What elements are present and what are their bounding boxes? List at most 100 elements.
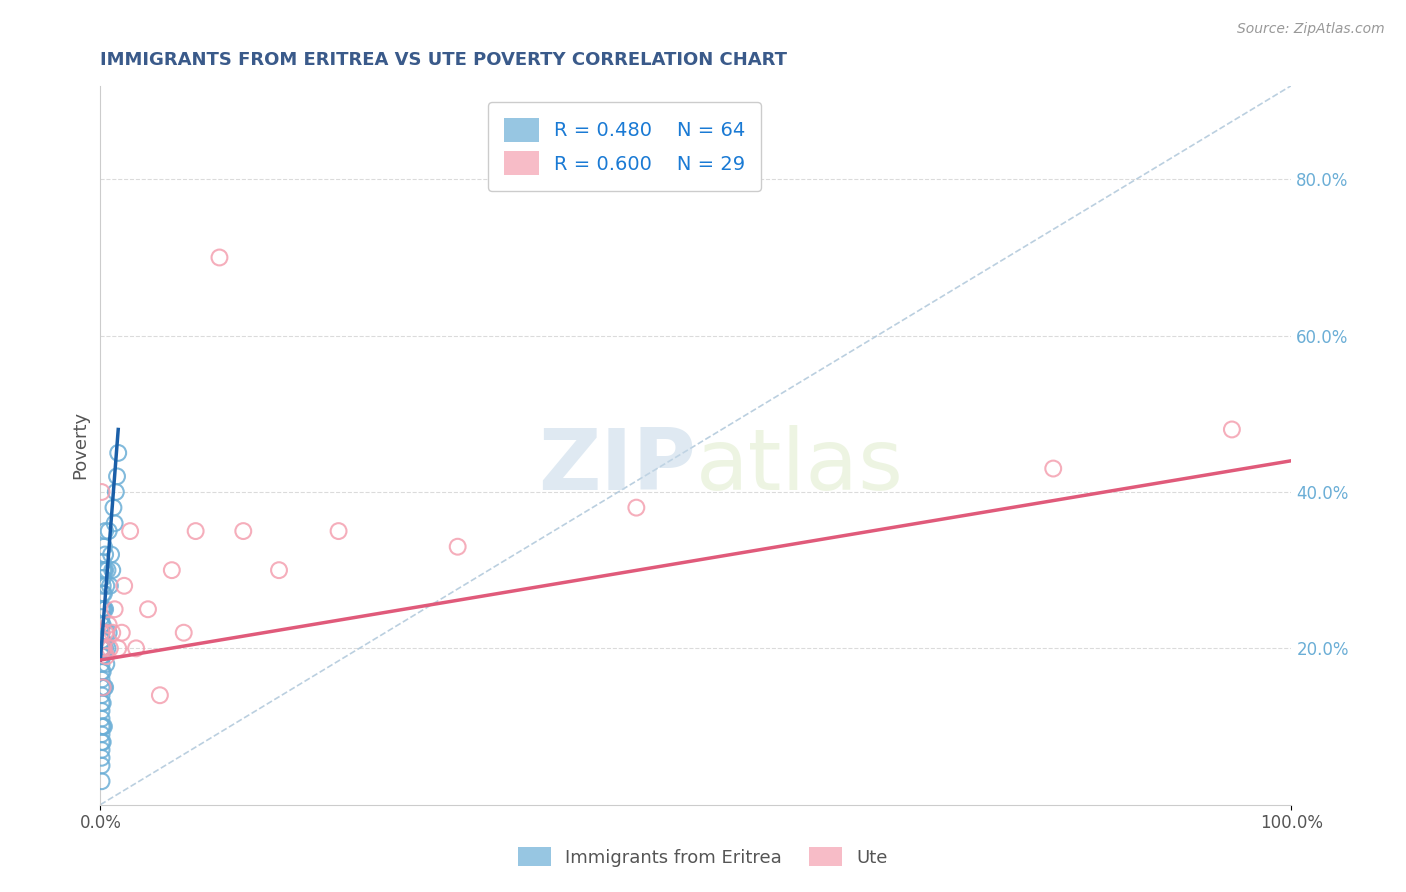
Point [104, 602, 127, 616]
Point [90, 633, 112, 648]
Point [97, 524, 120, 538]
Point [1220, 422, 1243, 436]
Point [96, 563, 118, 577]
Point [90, 625, 112, 640]
Point [90, 649, 112, 664]
Point [328, 524, 350, 538]
Point [96, 579, 118, 593]
Point [101, 625, 124, 640]
Point [160, 563, 183, 577]
Point [93, 719, 115, 733]
Point [90, 665, 112, 679]
Point [91, 602, 114, 616]
Point [90, 681, 112, 695]
Point [98, 641, 121, 656]
Point [90, 485, 112, 500]
Point [91, 696, 114, 710]
Point [93, 681, 115, 695]
Point [90, 743, 112, 757]
Point [90, 688, 112, 702]
Point [149, 688, 172, 702]
Point [90, 641, 112, 656]
Point [91, 563, 114, 577]
Point [90, 719, 112, 733]
Point [93, 602, 115, 616]
Point [90, 696, 112, 710]
Point [208, 251, 231, 265]
Point [91, 555, 114, 569]
Point [96, 641, 118, 656]
Point [232, 524, 254, 538]
Point [93, 641, 115, 656]
Point [94, 602, 117, 616]
Point [98, 579, 121, 593]
Point [120, 524, 142, 538]
Point [94, 641, 117, 656]
Point [107, 446, 129, 460]
Point [97, 625, 120, 640]
Point [447, 540, 470, 554]
Text: Source: ZipAtlas.com: Source: ZipAtlas.com [1237, 22, 1385, 37]
Point [90, 704, 112, 718]
Legend: Immigrants from Eritrea, Ute: Immigrants from Eritrea, Ute [512, 840, 894, 874]
Legend: R = 0.480    N = 64, R = 0.600    N = 29: R = 0.480 N = 64, R = 0.600 N = 29 [488, 103, 761, 191]
Point [90, 602, 112, 616]
Point [91, 571, 114, 585]
Point [93, 641, 115, 656]
Point [90, 641, 112, 656]
Point [91, 719, 114, 733]
Point [91, 618, 114, 632]
Point [96, 657, 118, 671]
Point [90, 618, 112, 632]
Point [125, 641, 148, 656]
Point [94, 681, 117, 695]
Point [91, 586, 114, 600]
Point [90, 610, 112, 624]
Point [90, 774, 112, 789]
Point [96, 649, 118, 664]
Point [91, 633, 114, 648]
Point [105, 469, 128, 483]
Text: atlas: atlas [696, 425, 904, 508]
Y-axis label: Poverty: Poverty [72, 411, 89, 479]
Point [173, 625, 195, 640]
Text: ZIP: ZIP [538, 425, 696, 508]
Point [96, 625, 118, 640]
Point [94, 563, 117, 577]
Point [91, 681, 114, 695]
Point [90, 751, 112, 765]
Point [103, 500, 125, 515]
Point [91, 681, 114, 695]
Point [112, 579, 135, 593]
Point [90, 712, 112, 726]
Point [90, 673, 112, 687]
Point [626, 500, 648, 515]
Point [107, 641, 129, 656]
Point [91, 579, 114, 593]
Point [267, 563, 290, 577]
Point [91, 649, 114, 664]
Point [90, 727, 112, 741]
Point [91, 665, 114, 679]
Point [90, 758, 112, 772]
Point [94, 548, 117, 562]
Point [93, 563, 115, 577]
Point [93, 586, 115, 600]
Point [184, 524, 207, 538]
Point [111, 625, 134, 640]
Point [91, 735, 114, 749]
Point [136, 602, 159, 616]
Point [101, 563, 124, 577]
Point [90, 657, 112, 671]
Point [94, 524, 117, 538]
Text: IMMIGRANTS FROM ERITREA VS UTE POVERTY CORRELATION CHART: IMMIGRANTS FROM ERITREA VS UTE POVERTY C… [100, 51, 787, 69]
Point [104, 485, 127, 500]
Point [104, 516, 127, 531]
Point [94, 625, 117, 640]
Point [1042, 461, 1064, 475]
Point [93, 540, 115, 554]
Point [90, 735, 112, 749]
Point [90, 625, 112, 640]
Point [97, 618, 120, 632]
Point [100, 548, 122, 562]
